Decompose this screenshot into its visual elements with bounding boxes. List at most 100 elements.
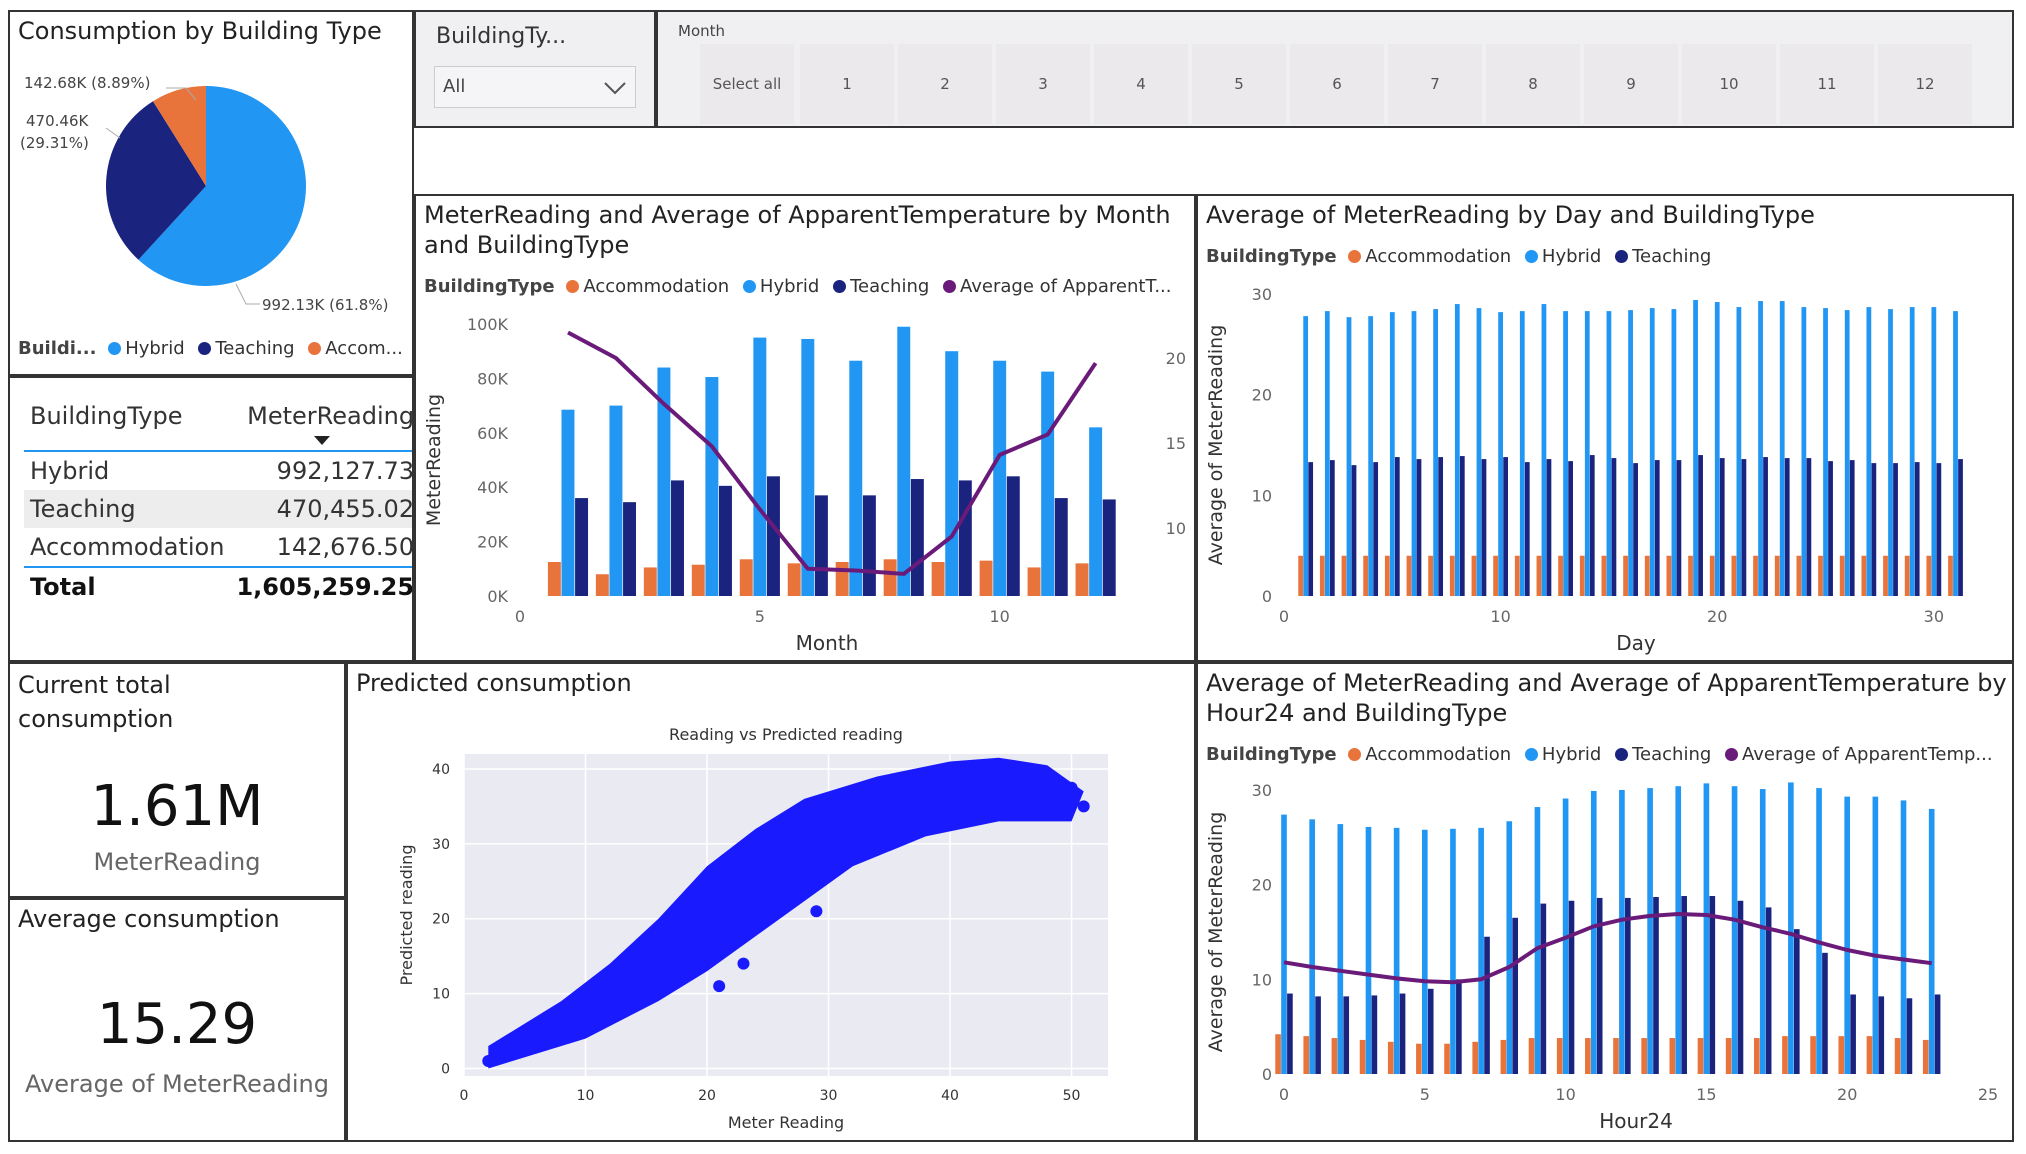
bar-accommodation [1725, 1038, 1732, 1074]
month-option-11[interactable]: 11 [1780, 44, 1874, 124]
month-option-12[interactable]: 12 [1878, 44, 1972, 124]
bar-teaching [1315, 996, 1321, 1074]
card-avg-label: Average of MeterReading [25, 1070, 329, 1098]
x-tick-label: 40 [941, 1088, 959, 1104]
bar-hybrid [1421, 829, 1428, 1074]
legend-teaching[interactable]: Teaching [1615, 246, 1711, 267]
bar-accommodation [547, 562, 561, 596]
bar-hybrid [1534, 807, 1541, 1074]
month-option-10[interactable]: 10 [1682, 44, 1776, 124]
x-tick-label: 5 [1420, 1085, 1430, 1104]
legend-accommodation[interactable]: Accommodation [1348, 246, 1511, 267]
pie-legend-hybrid[interactable]: Hybrid [108, 338, 185, 359]
bar-teaching [1793, 929, 1800, 1074]
y-tick-label: 20 [1252, 876, 1272, 895]
bar-hybrid [1365, 826, 1372, 1074]
month-option-5[interactable]: 5 [1192, 44, 1286, 124]
month-option-4[interactable]: 4 [1094, 44, 1188, 124]
bar-teaching [1373, 462, 1379, 596]
temperature-line [1283, 912, 1932, 985]
bar-hybrid [1337, 824, 1344, 1074]
month-option-7[interactable]: 7 [1388, 44, 1482, 124]
matrix-header-meterreading[interactable]: MeterReading [230, 398, 412, 451]
bar-accommodation [1500, 1039, 1507, 1074]
scatter-point [1077, 800, 1090, 813]
y-tick-label: 30 [432, 837, 450, 853]
y-tick-label: 0 [1262, 587, 1272, 606]
bar-accommodation [1861, 555, 1867, 596]
pie-title: Consumption by Building Type [18, 17, 382, 45]
scatter-point [919, 792, 932, 805]
bar-teaching [1596, 897, 1603, 1074]
pie-legend-accommodation[interactable]: Accom... [308, 338, 403, 359]
pie-legend-teaching[interactable]: Teaching [198, 338, 295, 359]
pie-slice [153, 86, 206, 186]
month-option-1[interactable]: 1 [800, 44, 894, 124]
pie-chart: 142.68K (8.89%) 470.46K (29.31%) 992.13K (6… [20, 74, 388, 314]
legend-teaching[interactable]: Teaching [1615, 744, 1711, 765]
bar-teaching [1481, 459, 1487, 596]
bar-teaching [1871, 463, 1877, 596]
table-row[interactable]: Hybrid 992,127.73 [30, 457, 414, 485]
card-total-value: 1.61M [90, 774, 264, 839]
bar-hybrid [1563, 311, 1568, 596]
legend-hybrid[interactable]: Hybrid [742, 276, 819, 297]
legend-temperature[interactable]: Average of ApparentTemp... [1725, 744, 1993, 765]
y-tick-label: 30 [1252, 285, 1272, 304]
bar-accommodation [1883, 555, 1888, 596]
month-select-all[interactable]: Select all [700, 44, 794, 124]
table-row[interactable]: Teaching 470,455.02 [24, 490, 412, 528]
bar-teaching [1765, 907, 1772, 1074]
matrix-header-buildingtype[interactable]: BuildingType [30, 402, 183, 430]
table-row[interactable]: Accommodation 142,676.50 [30, 533, 414, 561]
legend-temperature[interactable]: Average of ApparentT... [943, 276, 1172, 297]
bar-teaching [1456, 979, 1462, 1074]
card-total-title: Current total consumption [18, 671, 174, 733]
bar-hybrid [1844, 796, 1851, 1074]
x-tick-label: 20 [698, 1088, 716, 1104]
x-tick-label: 30 [1924, 607, 1944, 626]
bar-accommodation [1697, 1038, 1704, 1074]
bar-accommodation [1731, 555, 1737, 596]
month-option-3[interactable]: 3 [996, 44, 1090, 124]
y-axis-label: Average of MeterReading [1205, 812, 1227, 1053]
bar-accommodation [1866, 1036, 1873, 1074]
x-tick-label: 15 [1696, 1085, 1716, 1104]
x-tick-label: 10 [1490, 607, 1510, 626]
legend-hybrid[interactable]: Hybrid [1524, 744, 1601, 765]
day-chart-legend: BuildingType Accommodation Hybrid Teachi… [1206, 246, 1712, 267]
month-option-2[interactable]: 2 [898, 44, 992, 124]
bar-accommodation [595, 574, 609, 596]
pie-leader-line [105, 127, 121, 139]
bar-hybrid [1823, 308, 1828, 596]
scatter-point [555, 1025, 568, 1038]
scatter-point [713, 980, 726, 993]
bar-hybrid [1888, 309, 1893, 596]
bar-accommodation [1623, 555, 1628, 596]
bar-teaching [671, 480, 684, 596]
bar-accommodation [1275, 1034, 1281, 1074]
month-option-9[interactable]: 9 [1584, 44, 1678, 124]
scatter-point [701, 927, 714, 940]
x-tick-label: 25 [1978, 1085, 1998, 1104]
month-option-8[interactable]: 8 [1486, 44, 1580, 124]
bar-hybrid [1736, 307, 1742, 596]
legend-accommodation[interactable]: Accommodation [566, 276, 729, 297]
y-tick-label: 20 [1252, 386, 1272, 405]
bar-accommodation [1579, 555, 1585, 596]
legend-hybrid[interactable]: Hybrid [1524, 246, 1601, 267]
bar-teaching [1893, 463, 1898, 596]
bar-hybrid [849, 360, 863, 596]
bar-hybrid [705, 377, 719, 596]
building-type-dropdown[interactable]: All [434, 66, 636, 108]
scatter-plot-title: Reading vs Predicted reading [669, 725, 903, 744]
bar-hybrid [1324, 311, 1330, 596]
x-tick-label: 5 [755, 607, 765, 626]
month-option-6[interactable]: 6 [1290, 44, 1384, 124]
legend-accommodation[interactable]: Accommodation [1348, 744, 1511, 765]
x-tick-label: 10 [1555, 1085, 1575, 1104]
teaching-dot-icon [198, 342, 212, 355]
bar-hybrid [1900, 800, 1907, 1074]
legend-teaching[interactable]: Teaching [833, 276, 929, 297]
teaching-dot-icon [1615, 748, 1629, 761]
